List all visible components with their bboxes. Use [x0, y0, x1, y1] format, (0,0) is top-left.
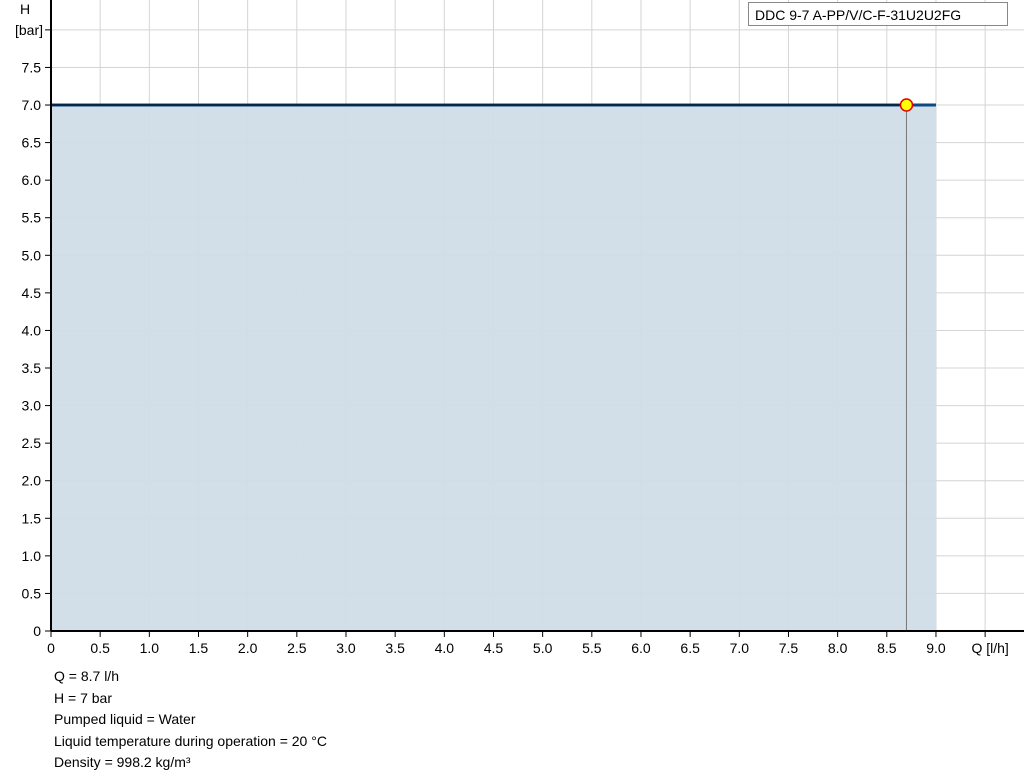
x-tick-label: 2.0	[238, 640, 258, 656]
x-tick-label: 3.0	[336, 640, 356, 656]
x-tick-label: 4.5	[484, 640, 504, 656]
x-tick-label: 0.5	[90, 640, 110, 656]
x-tick-label: 4.0	[435, 640, 455, 656]
info-liquid: Pumped liquid = Water	[54, 711, 196, 727]
x-tick-label: 1.5	[189, 640, 209, 656]
info-flow: Q = 8.7 l/h	[54, 668, 119, 684]
y-axis-label: H	[20, 1, 30, 17]
info-density: Density = 998.2 kg/m³	[54, 754, 191, 770]
y-tick-label: 5.5	[22, 210, 42, 226]
y-tick-label: 4.5	[22, 285, 42, 301]
info-temperature: Liquid temperature during operation = 20…	[54, 732, 327, 749]
y-tick-label: 1.0	[22, 548, 42, 564]
x-tick-label: 7.5	[779, 640, 799, 656]
legend: DDC 9-7 A-PP/V/C-F-31U2U2FG	[748, 2, 1008, 26]
y-tick-label: 2.0	[22, 473, 42, 489]
x-tick-label: 6.5	[680, 640, 700, 656]
x-tick-label: 1.0	[140, 640, 160, 656]
x-tick-label: 8.0	[828, 640, 848, 656]
y-tick-label: 4.0	[22, 322, 42, 338]
legend-label: DDC 9-7 A-PP/V/C-F-31U2U2FG	[755, 7, 962, 23]
y-tick-label: 6.5	[22, 135, 42, 151]
info-head: H = 7 bar	[54, 689, 112, 706]
x-tick-label: 7.0	[730, 640, 750, 656]
x-tick-label: 6.0	[631, 640, 651, 656]
x-axis-label: Q [l/h]	[971, 640, 1008, 656]
x-tick-label: 8.5	[877, 640, 897, 656]
y-tick-label: 2.5	[22, 435, 42, 451]
curve-area	[51, 105, 936, 631]
y-axis-unit: [bar]	[15, 22, 43, 38]
y-tick-label: 0	[33, 623, 41, 639]
operating-point	[899, 98, 914, 112]
x-tick-label: 5.0	[533, 640, 553, 656]
y-tick-label: 7.0	[22, 97, 42, 113]
y-tick-label: 5.0	[22, 247, 42, 263]
x-tick-label: 5.5	[582, 640, 602, 656]
y-tick-label: 0.5	[22, 585, 42, 601]
operating-info: Q = 8.7 l/h H = 7 bar Pumped liquid = Wa…	[54, 666, 327, 774]
y-tick-label: 3.0	[22, 398, 42, 414]
y-tick-label: 1.5	[22, 510, 42, 526]
x-tick-label: 9.0	[926, 640, 946, 656]
y-tick-label: 6.0	[22, 172, 42, 188]
x-tick-label: 3.5	[385, 640, 405, 656]
y-tick-label: 3.5	[22, 360, 42, 376]
x-tick-label: 2.5	[287, 640, 307, 656]
y-tick-label: 7.5	[22, 59, 42, 75]
x-tick-label: 0	[47, 640, 55, 656]
